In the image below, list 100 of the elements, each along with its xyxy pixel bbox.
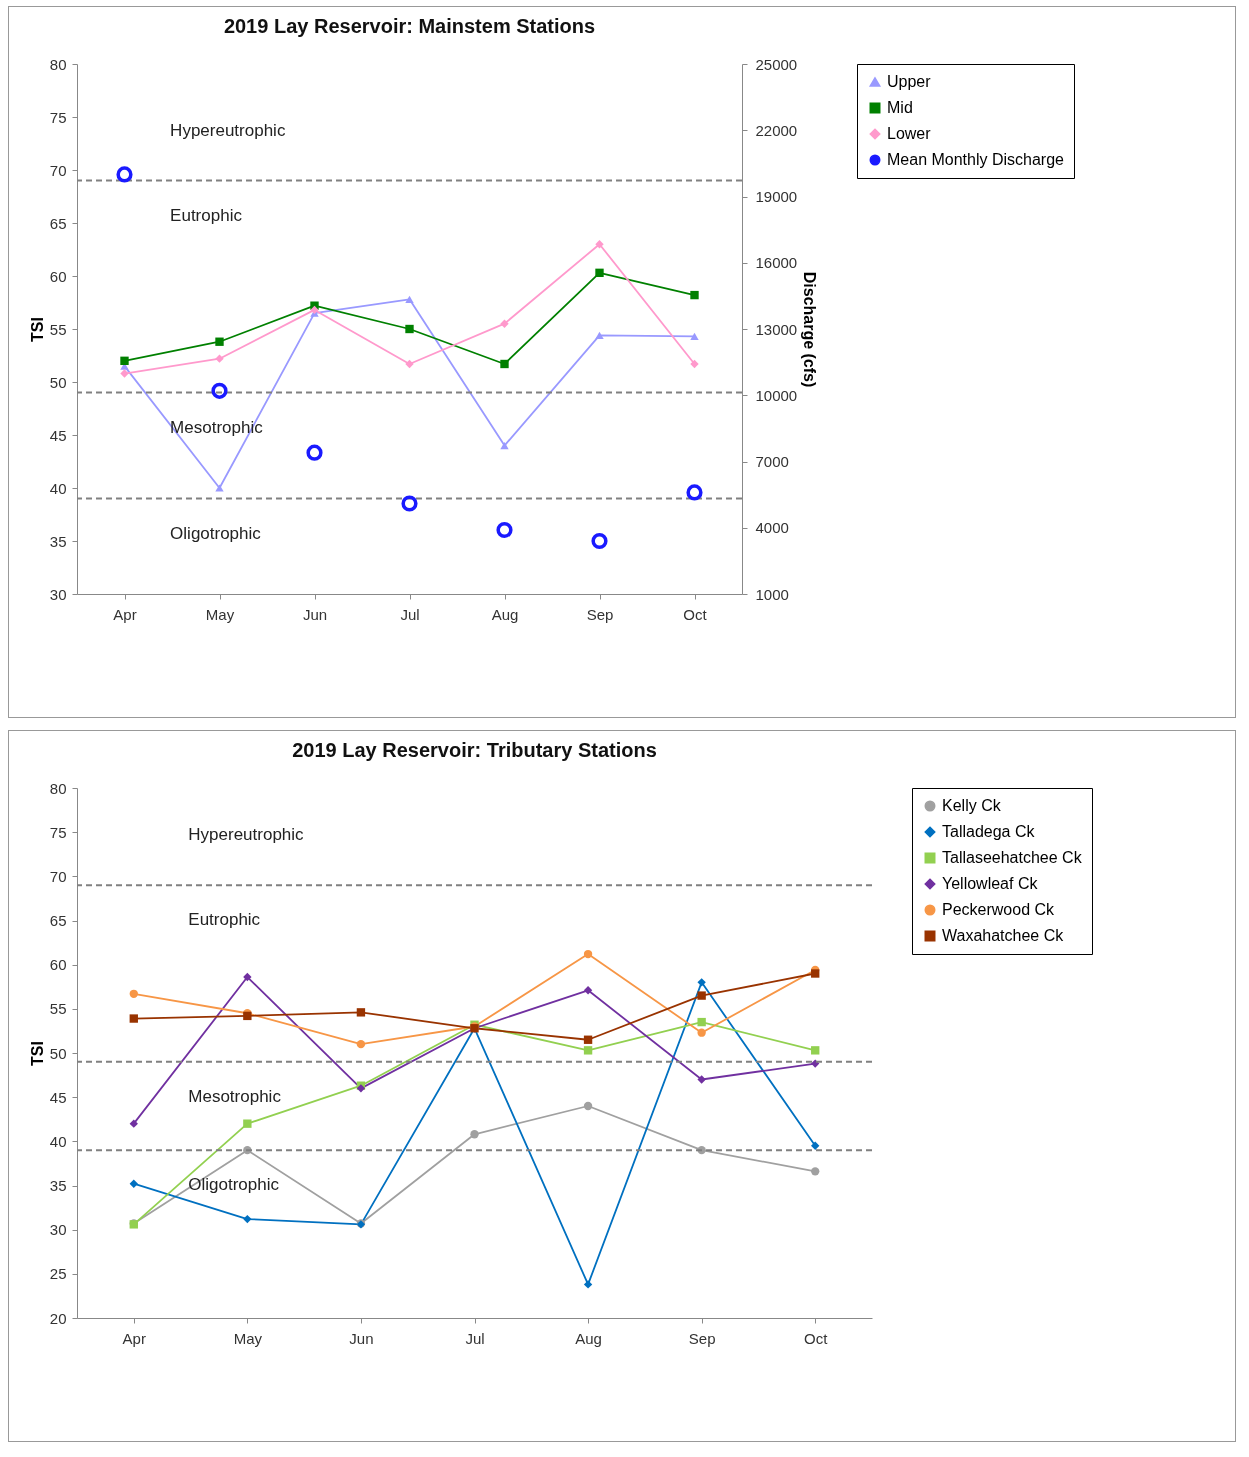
y-tick-label: 80	[49, 55, 67, 73]
y-tick-label: 30	[49, 1221, 67, 1239]
legend-label: Mean Monthly Discharge	[887, 151, 1065, 168]
y-tick-label: 30	[49, 585, 67, 603]
point	[583, 1046, 593, 1055]
y-tick-label: 70	[49, 867, 67, 885]
y2-tick-label: 16000	[755, 254, 798, 272]
point	[811, 1046, 820, 1055]
point	[697, 1075, 706, 1084]
point	[215, 337, 224, 346]
point	[811, 1141, 820, 1150]
y-tick-label: 35	[49, 532, 67, 550]
x-tick-label: Jul	[400, 605, 420, 623]
point	[595, 331, 604, 339]
x-tick-label: Sep	[688, 1329, 716, 1347]
y-axis-title: TSI	[28, 317, 46, 342]
y-tick-label: 50	[49, 1044, 67, 1062]
point	[500, 359, 509, 369]
legend-label: Talladega Ck	[942, 823, 1036, 840]
point	[583, 949, 593, 959]
y-tick-label: 70	[49, 161, 67, 179]
y-axis-title: TSI	[28, 1041, 46, 1066]
y-tick-label: 20	[49, 1309, 67, 1327]
y-tick-label: 60	[49, 267, 67, 285]
y-tick-label: 65	[49, 214, 67, 232]
y2-tick-label: 25000	[755, 55, 798, 73]
point	[583, 1035, 593, 1044]
legend-label: Peckerwood Ck	[942, 901, 1056, 918]
point	[811, 969, 820, 978]
point	[500, 441, 509, 450]
point	[116, 166, 133, 183]
point	[310, 305, 319, 315]
point	[405, 324, 414, 334]
legend-label: Lower	[887, 125, 932, 142]
y2-tick-label: 1000	[755, 585, 789, 603]
annotation: Hypereutrophic	[188, 825, 305, 845]
y-tick-label: 65	[49, 912, 67, 929]
y-tick-label: 80	[49, 779, 67, 797]
point	[500, 319, 509, 328]
point	[215, 354, 224, 363]
x-tick-label: Aug	[575, 1329, 602, 1347]
point	[243, 1119, 252, 1128]
point	[405, 295, 414, 303]
legend-label: Upper	[887, 73, 932, 90]
point	[690, 332, 699, 341]
point	[129, 1179, 138, 1188]
x-tick-label: Sep	[586, 605, 614, 623]
point	[356, 1008, 366, 1017]
y2-tick-label: 7000	[755, 453, 789, 470]
y2-tick-label: 19000	[755, 188, 798, 205]
point	[211, 382, 228, 399]
annotation: Eutrophic	[170, 205, 243, 225]
legend-label: Waxahatchee Ck	[942, 927, 1065, 944]
chart-title: 2019 Lay Reservoir: Mainstem Stations	[223, 15, 596, 37]
point	[120, 356, 129, 365]
y-tick-label: 55	[49, 1000, 67, 1018]
point	[496, 521, 513, 539]
point	[470, 1130, 479, 1139]
point	[243, 972, 252, 982]
x-tick-label: Aug	[491, 605, 519, 623]
point	[697, 1017, 706, 1027]
point	[583, 1280, 593, 1289]
legend-label: Mid	[887, 99, 913, 116]
y2-tick-label: 10000	[755, 386, 798, 404]
y2-tick-label: 4000	[755, 519, 789, 537]
point	[583, 1101, 593, 1111]
legend-label: Kelly Ck	[942, 797, 1002, 814]
x-tick-label: Jun	[302, 605, 328, 623]
y2-tick-label: 22000	[755, 121, 798, 139]
annotation: Eutrophic	[188, 910, 261, 930]
y-tick-label: 40	[49, 479, 67, 497]
annotation: Mesotrophic	[188, 1086, 282, 1106]
point	[405, 359, 414, 369]
point	[697, 991, 706, 1000]
point	[591, 532, 608, 550]
y-tick-label: 35	[49, 1177, 67, 1194]
point	[583, 986, 593, 995]
x-tick-label: Apr	[122, 1329, 146, 1347]
y-tick-label: 75	[49, 823, 67, 841]
x-tick-label: May	[205, 605, 235, 623]
chart-title: 2019 Lay Reservoir: Tributary Stations	[292, 739, 657, 761]
annotation: Oligotrophic	[170, 523, 262, 543]
point	[811, 1167, 820, 1176]
y2-axis-title: Discharge (cfs)	[801, 271, 819, 388]
point	[697, 1028, 706, 1037]
point	[690, 359, 699, 369]
y-tick-label: 40	[49, 1132, 67, 1150]
point	[306, 444, 323, 461]
y2-tick-label: 13000	[755, 320, 798, 338]
annotation: Hypereutrophic	[170, 120, 286, 140]
x-tick-label: Apr	[113, 605, 137, 623]
x-tick-label: Jul	[465, 1329, 485, 1347]
x-tick-label: Jun	[349, 1329, 374, 1347]
y-tick-label: 75	[49, 108, 67, 126]
point	[401, 495, 418, 512]
point	[686, 484, 703, 501]
point	[120, 369, 129, 378]
annotation: Oligotrophic	[188, 1175, 280, 1195]
legend-label: Tallaseehatchee Ck	[942, 849, 1083, 866]
point	[595, 268, 604, 277]
